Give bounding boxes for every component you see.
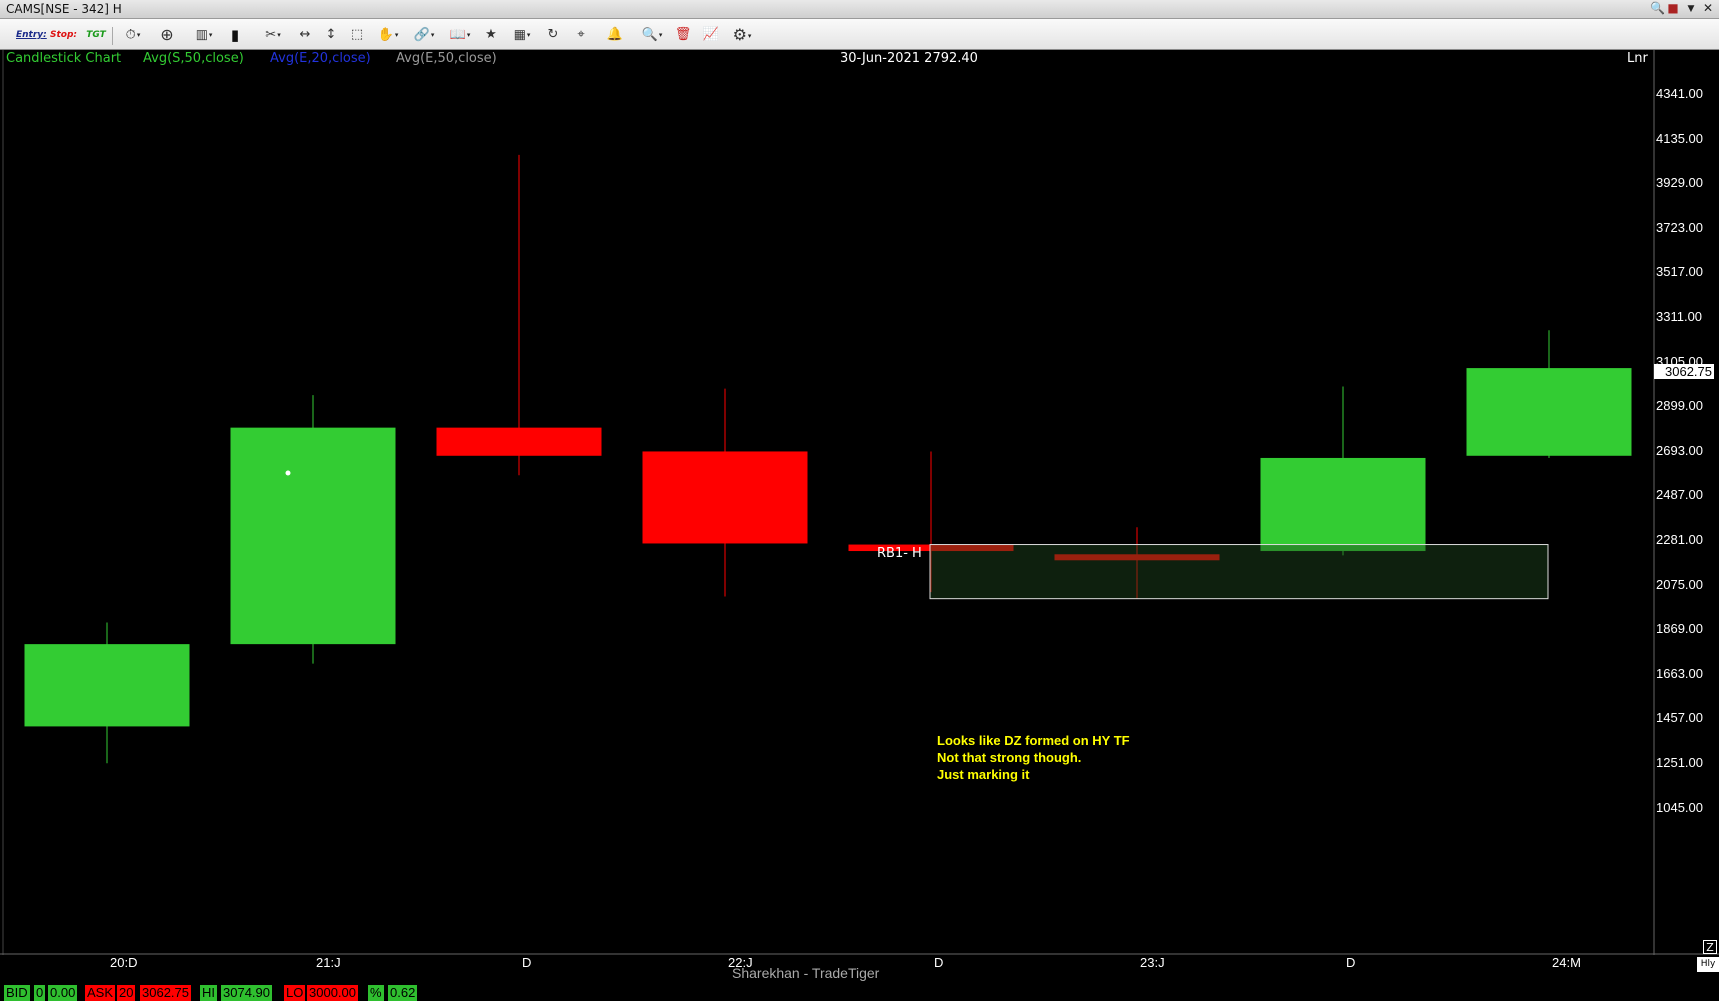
chart-type-label: Candlestick Chart (6, 51, 122, 66)
lo-label: LO (284, 985, 306, 1001)
stopwatch-icon[interactable]: ⏱▾ (125, 27, 141, 43)
zoom-reset-button[interactable]: Z (1703, 940, 1717, 954)
pct-label: % (368, 985, 384, 1001)
save-icon[interactable]: ■ (1667, 1, 1679, 15)
x-tick-label: D (1346, 955, 1356, 970)
x-tick-label: D (522, 955, 532, 970)
bid-price: 0.00 (48, 985, 78, 1001)
link-icon[interactable]: 🔗▾ (413, 27, 435, 43)
y-tick-label: 3723.00 (1656, 219, 1703, 235)
menu-icon[interactable]: ▼ (1687, 4, 1695, 14)
delete-icon[interactable]: 🗑 (674, 27, 692, 42)
candle-body[interactable] (1260, 457, 1426, 552)
indicator-icon[interactable]: ▦▾ (513, 27, 531, 43)
chart-type-icon[interactable]: ▥▾ (195, 27, 213, 43)
candle-body[interactable] (848, 544, 1014, 552)
cursor-readout: 30-Jun-2021 2792.40 (840, 51, 978, 66)
settings-icon[interactable]: ⚙▾ (732, 25, 752, 44)
y-tick-label: 2487.00 (1656, 487, 1703, 503)
cursor-point (285, 470, 291, 476)
study-icon[interactable]: 📈 (702, 27, 720, 42)
refresh-icon[interactable]: ↻ (547, 27, 559, 42)
y-tick-label: 1869.00 (1656, 621, 1703, 637)
lo-value: 3000.00 (307, 985, 358, 1001)
hand-icon[interactable]: ✋▾ (377, 27, 399, 43)
y-tick-label: 1663.00 (1656, 665, 1703, 681)
scale-mode[interactable]: Lnr (1627, 51, 1648, 66)
y-tick-label: 1251.00 (1656, 755, 1703, 770)
zone-label: RB1- H (877, 545, 922, 561)
entry-button[interactable]: Entry: (16, 30, 47, 40)
y-tick-label: 2281.00 (1656, 532, 1703, 547)
x-tick-label: D (934, 955, 944, 970)
candlestick-chart[interactable] (0, 50, 1719, 972)
book-icon[interactable]: 📖▾ (449, 27, 471, 43)
alert-icon[interactable]: 🔔 (606, 27, 624, 42)
demand-zone-box[interactable] (929, 544, 1549, 600)
search-icon[interactable]: 🔍 (1650, 1, 1665, 15)
indicator-ema50[interactable]: Avg(E,50,close) (396, 51, 497, 66)
toolbar: Entry: Stop: TGT ⏱▾ ⊕ ▥▾ ▮ ✂▾ ↔ ↕ ⬚ ✋▾ 🔗… (0, 19, 1719, 50)
x-tick-label: 21:J (316, 955, 341, 970)
y-tick-label: 1045.00 (1656, 799, 1703, 815)
ask-label: ASK (85, 985, 116, 1001)
y-tick-label: 4135.00 (1656, 130, 1703, 146)
indicator-ema20[interactable]: Avg(E,20,close) (270, 51, 371, 66)
ask-qty: 20 (117, 985, 136, 1001)
x-tick-label: 24:M (1552, 955, 1581, 970)
pct-value: 0.62 (388, 985, 418, 1001)
y-tick-label: 3929.00 (1656, 175, 1703, 191)
annotation-line: Looks like DZ formed on HY TF (937, 733, 1130, 748)
cursor-icon[interactable]: ⌖ (577, 27, 585, 42)
hi-value: 3074.90 (221, 985, 272, 1001)
last-price-marker: 3062.75 (1654, 363, 1714, 379)
search-icon[interactable]: 🔍▾ (641, 27, 663, 43)
y-tick-label: 3517.00 (1656, 264, 1703, 280)
candles-icon[interactable]: ▮ (230, 26, 240, 44)
stop-button[interactable]: Stop: (50, 30, 78, 40)
annotation-note: Looks like DZ formed on HY TF Not that s… (937, 732, 1130, 783)
candle-body[interactable] (1054, 554, 1220, 561)
candle-body[interactable] (24, 644, 190, 727)
toolbar-separator (112, 27, 113, 45)
x-tick-label: 20:D (110, 955, 138, 970)
ask-price: 3062.75 (140, 985, 191, 1001)
watermark: Sharekhan - TradeTiger (732, 965, 880, 981)
y-tick-label: 1457.00 (1656, 710, 1703, 726)
close-icon[interactable]: ✕ (1702, 1, 1714, 15)
annotation-line: Not that strong though. (937, 750, 1082, 765)
star-icon[interactable]: ★ (485, 27, 497, 42)
y-tick-label: 2075.00 (1656, 576, 1703, 592)
x-tick-label: 23:J (1140, 955, 1165, 970)
title-bar: CAMS[NSE - 342] H 🔍 ■ ▼ ✕ (0, 0, 1719, 19)
y-tick-label: 2693.00 (1656, 442, 1703, 458)
candle-body[interactable] (230, 427, 396, 645)
crosshair-icon[interactable]: ⊕ (160, 25, 174, 44)
bid-label: BID (4, 985, 30, 1001)
y-tick-label: 2899.00 (1656, 398, 1703, 414)
bid-qty: 0 (34, 985, 46, 1001)
annotation-line: Just marking it (937, 767, 1030, 782)
target-button[interactable]: TGT (86, 30, 106, 40)
candle-body[interactable] (642, 451, 808, 544)
window-title: CAMS[NSE - 342] H (6, 2, 122, 16)
hi-label: HI (200, 985, 217, 1001)
chart-area[interactable]: Candlestick Chart Avg(S,50,close) Avg(E,… (0, 50, 1719, 1001)
interval-button[interactable]: Hly (1697, 957, 1719, 972)
vertical-line-icon[interactable]: ↕ (325, 27, 337, 42)
draw-tools-icon[interactable]: ✂▾ (265, 27, 281, 43)
candle-body[interactable] (1466, 368, 1632, 456)
x-tick-label: 22:J (728, 955, 753, 970)
y-tick-label: 4341.00 (1656, 86, 1703, 101)
y-tick-label: 3311.00 (1656, 309, 1703, 324)
horizontal-line-icon[interactable]: ↔ (299, 27, 311, 42)
candle-body[interactable] (436, 427, 602, 456)
indicator-sma50[interactable]: Avg(S,50,close) (143, 51, 244, 66)
zoom-box-icon[interactable]: ⬚ (350, 27, 364, 42)
